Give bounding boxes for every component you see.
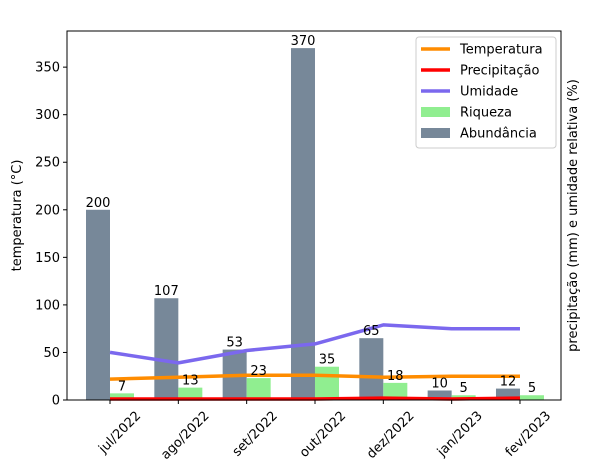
legend: Temperatura Precipitação Umidade Riqueza Abu… (415, 36, 557, 149)
y-tick-label: 100 (35, 298, 60, 313)
y-tick-label: 200 (35, 203, 60, 218)
bar-label-riqueza: 13 (182, 374, 199, 389)
legend-swatch-riqueza (421, 107, 450, 117)
line-precipitacao (110, 396, 521, 401)
y-axis: 0 50 100 150 200 250 300 350 (35, 61, 67, 409)
x-tick-label: set/2022 (230, 409, 281, 460)
bars-layer (86, 48, 544, 400)
bar-abundancia (86, 209, 110, 400)
bar-riqueza (519, 395, 544, 400)
line-umidade (109, 323, 520, 365)
x-tick-label: dez/2022 (364, 409, 417, 462)
y-tick-label: 150 (35, 251, 60, 266)
bar-label-abundancia: 53 (226, 336, 243, 351)
bar-riqueza (178, 387, 203, 400)
bar-label-riqueza: 23 (250, 364, 267, 379)
legend-swatch-abundancia (421, 128, 450, 138)
bar-label-riqueza: 5 (528, 381, 536, 396)
y-tick-label: 50 (43, 346, 60, 361)
bar-label-riqueza: 7 (118, 379, 126, 394)
y-tick-label: 0 (52, 394, 60, 409)
bar-labels-layer: 200 107 53 370 65 10 12 7 13 23 35 18 5 5 (86, 34, 537, 396)
bar-abundancia (154, 298, 179, 400)
y-tick-label: 350 (35, 61, 60, 76)
x-tick-label: out/2022 (297, 409, 349, 461)
bar-label-abundancia: 12 (500, 375, 517, 390)
plot-frame (66, 30, 562, 401)
bar-abundancia (495, 388, 520, 400)
bar-label-riqueza: 18 (387, 369, 404, 384)
bar-riqueza (110, 393, 134, 400)
x-tick-label: fev/2023 (503, 409, 554, 460)
legend-label-riqueza: Riqueza (460, 106, 512, 121)
legend-label-precipitacao: Precipitação (460, 64, 539, 79)
bar-abundancia (290, 48, 315, 400)
bar-label-abundancia: 370 (291, 34, 316, 49)
lines-layer (109, 323, 521, 401)
x-tick-label: jul/2022 (95, 409, 144, 458)
bar-label-abundancia: 200 (86, 196, 111, 211)
y-axis-label-left: temperatura (°C) (10, 160, 25, 272)
bar-riqueza (246, 378, 271, 400)
line-temperatura (109, 373, 520, 381)
bar-label-riqueza: 5 (460, 381, 468, 396)
x-tick-label: ago/2022 (158, 409, 212, 463)
bar-label-abundancia: 65 (363, 324, 380, 339)
bar-abundancia (359, 338, 384, 400)
legend-label-umidade: Umidade (460, 85, 518, 100)
y-tick-label: 250 (35, 156, 60, 171)
y-axis-label-right: precipitação (mm) e umidade relativa (%) (566, 79, 581, 352)
bar-label-riqueza: 35 (319, 353, 336, 368)
legend-label-abundancia: Abundância (460, 127, 537, 142)
bar-abundancia (427, 390, 452, 400)
bar-label-abundancia: 10 (431, 376, 448, 391)
legend-frame (415, 36, 557, 149)
x-axis: jul/2022 ago/2022 set/2022 out/2022 dez/2022… (95, 400, 554, 463)
x-tick-label: jan/2023 (434, 409, 486, 461)
bar-riqueza (314, 366, 339, 400)
legend-label-temperatura: Temperatura (459, 43, 543, 58)
bar-riqueza (383, 382, 408, 400)
y-tick-label: 300 (35, 108, 60, 123)
bar-label-abundancia: 107 (154, 284, 179, 299)
